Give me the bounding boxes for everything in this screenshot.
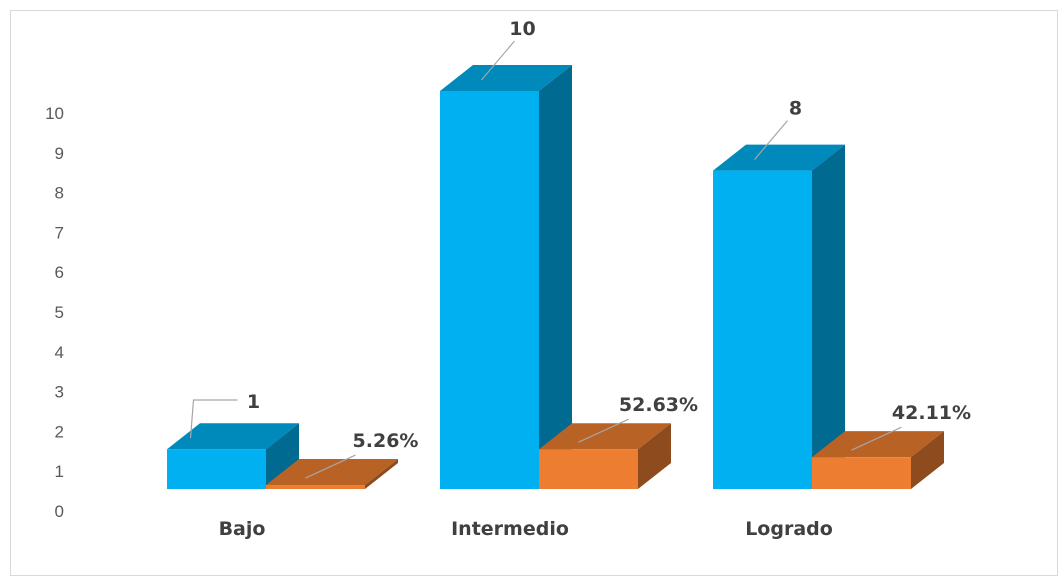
bar-percent bbox=[266, 485, 365, 489]
data-label-leader-line bbox=[578, 418, 629, 443]
category-label: Logrado bbox=[745, 518, 833, 540]
y-tick-label: 9 bbox=[55, 144, 64, 163]
bar-count-top bbox=[440, 65, 572, 91]
bar-count bbox=[440, 91, 539, 489]
bar-percent-top bbox=[266, 459, 398, 486]
bar-count-top bbox=[713, 144, 845, 171]
bar-percent bbox=[539, 449, 638, 489]
data-label-count: 1 bbox=[247, 391, 260, 413]
y-tick-label: 0 bbox=[55, 502, 64, 521]
bar-count bbox=[167, 449, 266, 489]
bar-count-top bbox=[167, 423, 299, 450]
data-label-leader-line bbox=[305, 454, 356, 479]
data-label-percent: 5.26% bbox=[353, 430, 419, 452]
category-label: Intermedio bbox=[451, 518, 569, 540]
data-label-percent: 52.63% bbox=[619, 394, 698, 416]
data-label-leader-line bbox=[481, 40, 515, 81]
y-tick-label: 2 bbox=[55, 422, 64, 441]
y-tick-label: 10 bbox=[45, 104, 64, 123]
category-label: Bajo bbox=[219, 518, 266, 540]
bar-percent-top bbox=[539, 423, 671, 450]
data-label-leader-line bbox=[754, 120, 788, 160]
bar-percent-side bbox=[911, 431, 944, 489]
data-label-count: 10 bbox=[509, 18, 535, 40]
bar-count bbox=[713, 170, 812, 489]
bar-percent-side bbox=[365, 459, 398, 489]
y-tick-label: 4 bbox=[55, 343, 64, 362]
bar-count-side bbox=[539, 65, 572, 489]
y-tick-label: 8 bbox=[55, 184, 64, 203]
y-tick-label: 3 bbox=[55, 383, 64, 402]
bar-count-side bbox=[812, 144, 845, 489]
data-label-leader-line bbox=[851, 426, 902, 451]
bar-count-side bbox=[266, 423, 299, 489]
data-label-count: 8 bbox=[789, 98, 802, 120]
y-tick-label: 6 bbox=[55, 263, 64, 282]
bar-percent-side bbox=[638, 423, 671, 489]
y-tick-label: 1 bbox=[55, 462, 64, 481]
y-tick-label: 5 bbox=[55, 303, 64, 322]
data-label-leader-line bbox=[189, 399, 238, 439]
bar-percent-top bbox=[812, 431, 944, 458]
data-label-percent: 42.11% bbox=[892, 402, 971, 424]
bar-percent bbox=[812, 457, 911, 489]
y-tick-label: 7 bbox=[55, 223, 64, 242]
